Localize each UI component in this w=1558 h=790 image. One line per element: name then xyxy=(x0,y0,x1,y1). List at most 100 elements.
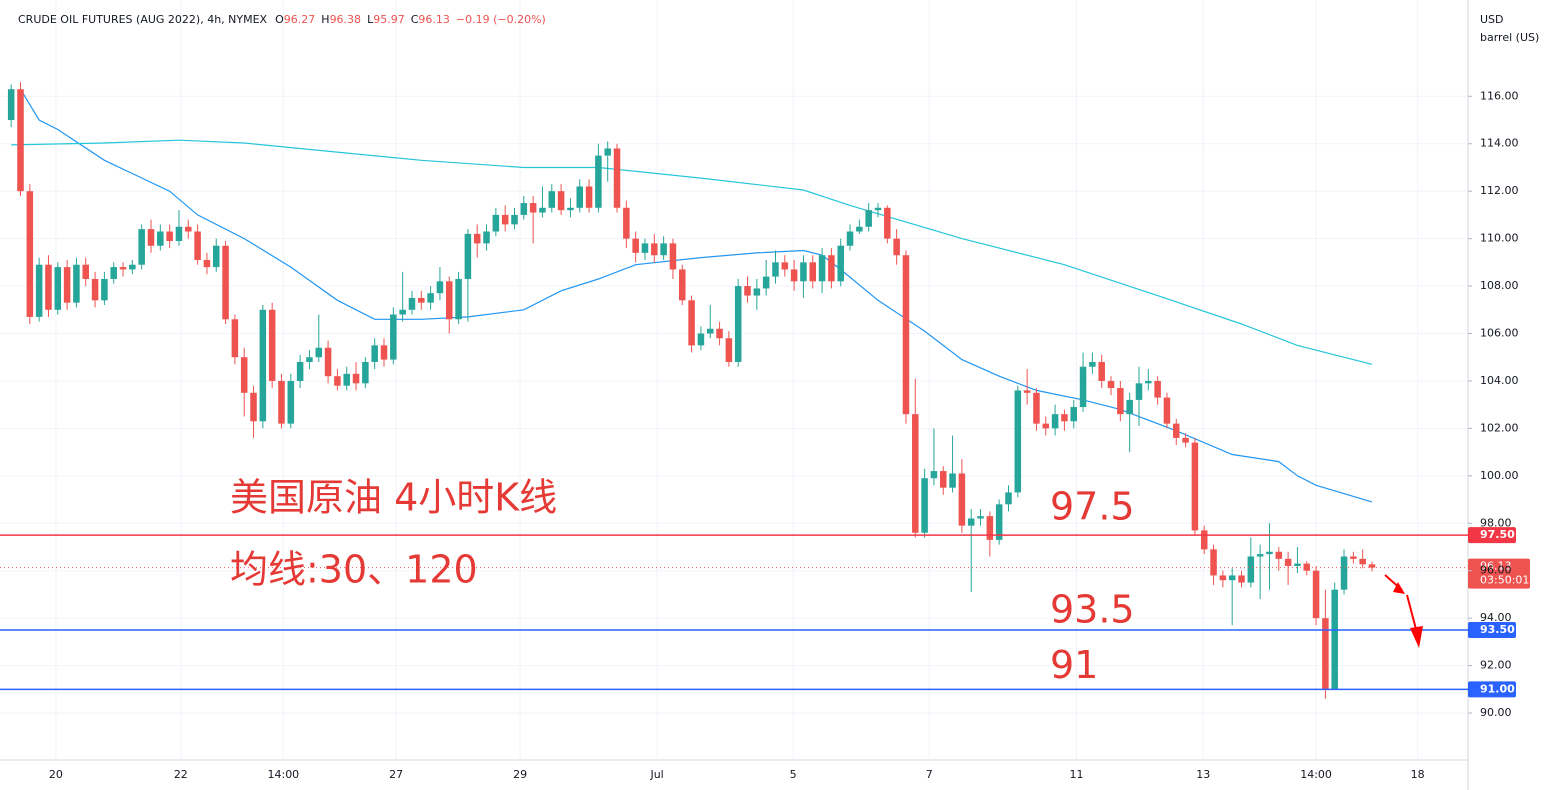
level-note: 91 xyxy=(1050,643,1098,687)
candle-body xyxy=(1266,551,1273,555)
candle-body xyxy=(865,210,872,227)
moving-average xyxy=(19,88,1373,503)
candle-body xyxy=(129,264,136,270)
candle-body xyxy=(893,238,900,256)
candle-body xyxy=(1126,399,1133,415)
candle-body xyxy=(101,278,108,301)
candle-body xyxy=(539,207,546,213)
level-label: 93.50 xyxy=(1480,623,1515,636)
candle-body xyxy=(1042,423,1050,429)
candle-body xyxy=(455,278,462,320)
candle-body xyxy=(1145,380,1152,384)
candle-body xyxy=(986,516,994,540)
y-tick-label: 104.00 xyxy=(1480,374,1519,387)
moving-average xyxy=(11,139,1373,365)
y-tick-label: 92.00 xyxy=(1480,659,1512,672)
level-tag xyxy=(1468,681,1516,698)
countdown: 03:50:01 xyxy=(1480,574,1529,587)
candle-body xyxy=(240,357,248,393)
candle-body xyxy=(1303,563,1311,571)
candle-body xyxy=(1051,414,1059,429)
x-tick-label: Jul xyxy=(649,768,663,781)
candle-body xyxy=(958,473,966,526)
candle-body xyxy=(995,504,1003,540)
y-tick-label: 94.00 xyxy=(1480,611,1512,624)
arrow-head xyxy=(1393,582,1405,594)
x-tick-label: 7 xyxy=(926,768,933,781)
y-tick-label: 114.00 xyxy=(1480,137,1519,150)
axis: 90.00 92.00 94.00 96.00 98.00 100.00 102.00 104… xyxy=(49,89,1519,781)
level-note: 93.5 xyxy=(1050,588,1135,632)
axis-unit: barrel (US) xyxy=(1480,31,1539,44)
candle-body xyxy=(399,309,406,315)
candle-body xyxy=(315,347,323,358)
candle-body xyxy=(809,262,817,282)
level-tag xyxy=(1468,622,1516,639)
candle-body xyxy=(334,376,341,386)
candle-body xyxy=(501,214,509,225)
candle-body xyxy=(1256,554,1264,557)
candle-body xyxy=(977,516,984,519)
candle-body xyxy=(576,186,584,208)
candle-body xyxy=(874,207,882,211)
candle-body xyxy=(706,328,714,334)
candle-body xyxy=(1033,392,1040,424)
candle-body xyxy=(856,226,863,232)
x-tick-label: 14:00 xyxy=(267,768,299,781)
candle-body xyxy=(492,214,500,232)
candle-body xyxy=(352,373,360,384)
candle-body xyxy=(306,357,313,362)
candle-body xyxy=(912,414,919,533)
candle-body xyxy=(734,286,742,362)
candle-body xyxy=(800,262,807,282)
x-tick-label: 27 xyxy=(389,768,403,781)
candle-body xyxy=(1340,556,1348,590)
candle-body xyxy=(1070,407,1077,422)
candle-body xyxy=(697,333,705,346)
x-tick-label: 11 xyxy=(1070,768,1084,781)
candle-body xyxy=(1061,414,1068,422)
y-tick-label: 112.00 xyxy=(1480,184,1519,197)
symbol: CRUDE OIL FUTURES (AUG 2022), 4h, NYMEX xyxy=(18,13,268,26)
candle-body xyxy=(1135,383,1143,400)
candle-body xyxy=(884,207,891,239)
candle-body xyxy=(436,281,444,294)
candle-body xyxy=(464,233,472,279)
candles xyxy=(7,82,1376,699)
annotation: 美国原油 4小时K线 xyxy=(230,476,557,520)
candle-body xyxy=(1089,361,1096,367)
candle-body xyxy=(91,278,99,301)
y-tick-label: 98.00 xyxy=(1480,516,1512,529)
ohlc-label: O xyxy=(275,13,284,26)
arrow xyxy=(1406,594,1418,634)
candle-body xyxy=(147,229,155,246)
candle-body xyxy=(939,471,947,488)
candle-body xyxy=(585,186,593,208)
y-tick-label: 100.00 xyxy=(1480,469,1519,482)
candle-body xyxy=(278,380,285,424)
candle-body xyxy=(660,243,667,256)
candle-body xyxy=(1322,618,1329,690)
level-note: 97.5 xyxy=(1050,485,1135,529)
candle-body xyxy=(1368,564,1376,568)
candle-body xyxy=(1331,589,1338,690)
candle-body xyxy=(185,226,192,232)
candle-body xyxy=(324,347,332,377)
candle-body xyxy=(651,243,658,256)
x-tick-label: 18 xyxy=(1411,768,1425,781)
candle-body xyxy=(259,309,267,422)
candle-body xyxy=(1200,530,1208,550)
candle-body xyxy=(1247,556,1255,583)
candle-body xyxy=(595,155,602,208)
candle-body xyxy=(1014,390,1022,493)
candle-body xyxy=(231,319,239,358)
candle-body xyxy=(967,518,975,526)
candle-body xyxy=(1284,558,1292,566)
candle-body xyxy=(548,191,556,208)
candle-body xyxy=(1350,556,1357,559)
candle-body xyxy=(613,148,621,208)
candle-body xyxy=(790,269,798,282)
candle-body xyxy=(1005,492,1012,505)
